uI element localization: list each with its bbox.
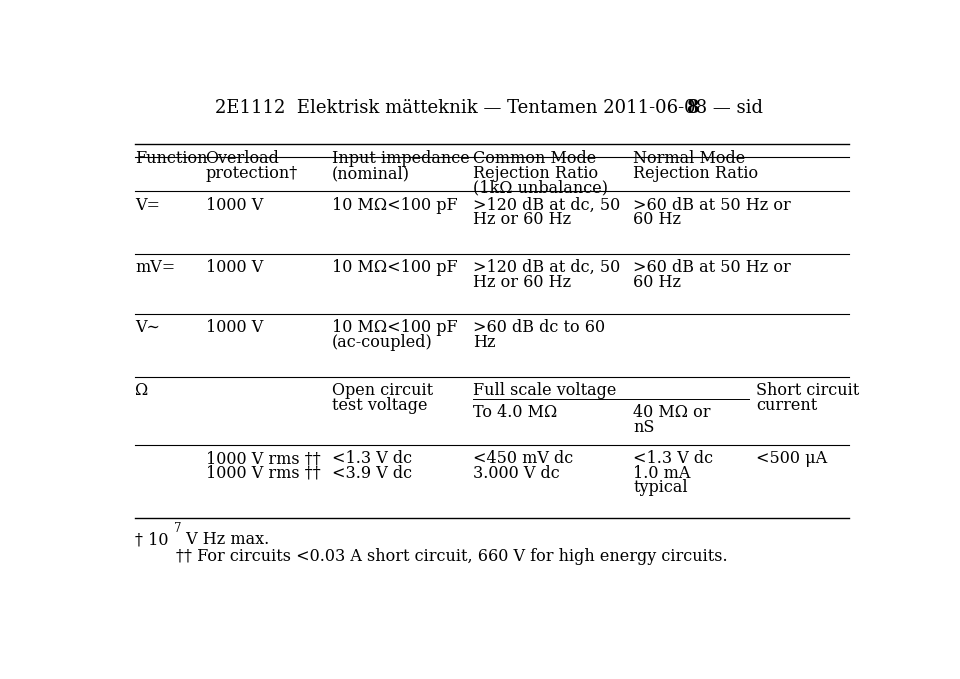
Text: nS: nS [634, 419, 655, 436]
Text: 10 MΩ<100 pF: 10 MΩ<100 pF [332, 259, 458, 276]
Text: V=: V= [134, 196, 160, 213]
Text: >120 dB at dc, 50: >120 dB at dc, 50 [473, 196, 621, 213]
Text: Overload: Overload [205, 151, 279, 168]
Text: >60 dB at 50 Hz or: >60 dB at 50 Hz or [634, 259, 791, 276]
Text: <1.3 V dc: <1.3 V dc [634, 450, 713, 467]
Text: <500 μA: <500 μA [756, 450, 828, 467]
Text: Hz or 60 Hz: Hz or 60 Hz [473, 211, 571, 228]
Text: >60 dB dc to 60: >60 dB dc to 60 [473, 319, 606, 336]
Text: 1000 V: 1000 V [205, 319, 263, 336]
Text: Ω: Ω [134, 382, 148, 399]
Text: (1kΩ unbalance): (1kΩ unbalance) [473, 180, 609, 197]
Text: Function: Function [134, 151, 207, 168]
Text: V Hz max.: V Hz max. [181, 531, 269, 548]
Text: Rejection Ratio: Rejection Ratio [473, 165, 598, 182]
Text: Open circuit: Open circuit [332, 382, 433, 399]
Text: 60 Hz: 60 Hz [634, 211, 682, 228]
Text: †† For circuits <0.03 A short circuit, 660 V for high energy circuits.: †† For circuits <0.03 A short circuit, 6… [176, 549, 728, 566]
Text: (nominal): (nominal) [332, 165, 410, 182]
Text: <450 mV dc: <450 mV dc [473, 450, 574, 467]
Text: Hz: Hz [473, 334, 496, 351]
Text: typical: typical [634, 479, 688, 496]
Text: Input impedance: Input impedance [332, 151, 469, 168]
Text: <3.9 V dc: <3.9 V dc [332, 464, 412, 481]
Text: mV=: mV= [134, 259, 175, 276]
Text: 7: 7 [174, 521, 181, 534]
Text: † 10: † 10 [134, 531, 168, 548]
Text: V∼: V∼ [134, 319, 159, 336]
Text: 8: 8 [686, 98, 699, 117]
Text: 1000 V rms ††: 1000 V rms †† [205, 450, 321, 467]
Text: Hz or 60 Hz: Hz or 60 Hz [473, 274, 571, 291]
Text: >60 dB at 50 Hz or: >60 dB at 50 Hz or [634, 196, 791, 213]
Text: >120 dB at dc, 50: >120 dB at dc, 50 [473, 259, 621, 276]
Text: Common Mode: Common Mode [473, 151, 597, 168]
Text: 3.000 V dc: 3.000 V dc [473, 464, 560, 481]
Text: Full scale voltage: Full scale voltage [473, 382, 616, 399]
Text: Normal Mode: Normal Mode [634, 151, 746, 168]
Text: To 4.0 MΩ: To 4.0 MΩ [473, 404, 558, 421]
Text: 1000 V: 1000 V [205, 196, 263, 213]
Text: (ac-coupled): (ac-coupled) [332, 334, 433, 351]
Text: 10 MΩ<100 pF: 10 MΩ<100 pF [332, 319, 458, 336]
Text: protection†: protection† [205, 165, 298, 182]
Text: 2E1112  Elektrisk mätteknik — Tentamen 2011-06-08 — sid: 2E1112 Elektrisk mätteknik — Tentamen 20… [215, 98, 769, 117]
Text: current: current [756, 397, 817, 414]
Text: test voltage: test voltage [332, 397, 427, 414]
Text: 1.0 mA: 1.0 mA [634, 464, 691, 481]
Text: Rejection Ratio: Rejection Ratio [634, 165, 758, 182]
Text: 10 MΩ<100 pF: 10 MΩ<100 pF [332, 196, 458, 213]
Text: 1000 V: 1000 V [205, 259, 263, 276]
Text: <1.3 V dc: <1.3 V dc [332, 450, 412, 467]
Text: 40 MΩ or: 40 MΩ or [634, 404, 710, 421]
Text: Short circuit: Short circuit [756, 382, 859, 399]
Text: 60 Hz: 60 Hz [634, 274, 682, 291]
Text: 1000 V rms ††: 1000 V rms †† [205, 464, 321, 481]
